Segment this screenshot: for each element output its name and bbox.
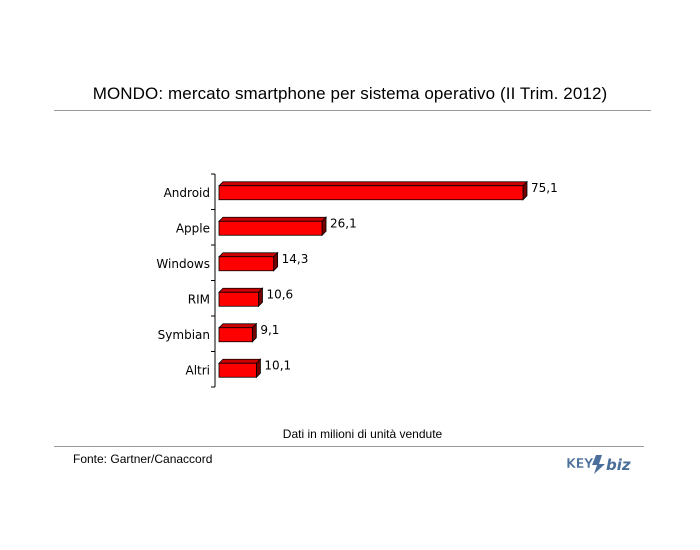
value-label: 26,1 (330, 216, 357, 230)
bar-altri (218, 358, 262, 379)
bar-windows (218, 251, 279, 272)
key4biz-logo: KEY biz (566, 455, 631, 474)
category-label: Symbian (158, 328, 210, 342)
svg-text:KEY: KEY (566, 457, 594, 472)
chart-note: Dati in milioni di unità vendute (282, 427, 443, 441)
value-label: 10,1 (264, 358, 291, 372)
value-label: 9,1 (260, 323, 279, 337)
value-label: 75,1 (531, 181, 558, 195)
axis-ticks (211, 173, 215, 388)
labels-layer: Android 75,1 Apple 26,1 Windows 14,3 RIM 10,6 Sy… (156, 181, 557, 378)
title-divider (54, 110, 651, 111)
footer-divider (54, 446, 644, 447)
category-label: Windows (156, 257, 210, 271)
bar-top-face (218, 358, 262, 364)
bar-front-face (218, 185, 524, 201)
bar-front-face (218, 362, 257, 378)
category-label: Apple (176, 221, 210, 235)
bar-front-face (218, 256, 275, 272)
bar-top-face (218, 323, 258, 329)
bar-front-face (218, 291, 259, 307)
svg-text:biz: biz (606, 456, 631, 474)
bar-top-face (218, 252, 279, 258)
bars-layer (218, 180, 528, 379)
bar-apple (218, 216, 328, 237)
bar-top-face (218, 181, 528, 187)
bar-top-face (218, 287, 264, 293)
value-label: 10,6 (266, 287, 293, 301)
bar-front-face (218, 327, 253, 343)
source-label: Fonte: Gartner/Canaccord (73, 452, 213, 466)
chart-title: MONDO: mercato smartphone per sistema op… (92, 84, 608, 103)
value-label: 14,3 (282, 252, 309, 266)
bar-rim (218, 287, 264, 308)
category-label: Android (164, 186, 210, 200)
bar-android (218, 180, 528, 201)
bar-top-face (218, 216, 328, 222)
bar-symbian (218, 322, 258, 343)
category-label: Altri (185, 363, 210, 377)
bar-front-face (218, 220, 323, 236)
category-label: RIM (188, 292, 210, 306)
